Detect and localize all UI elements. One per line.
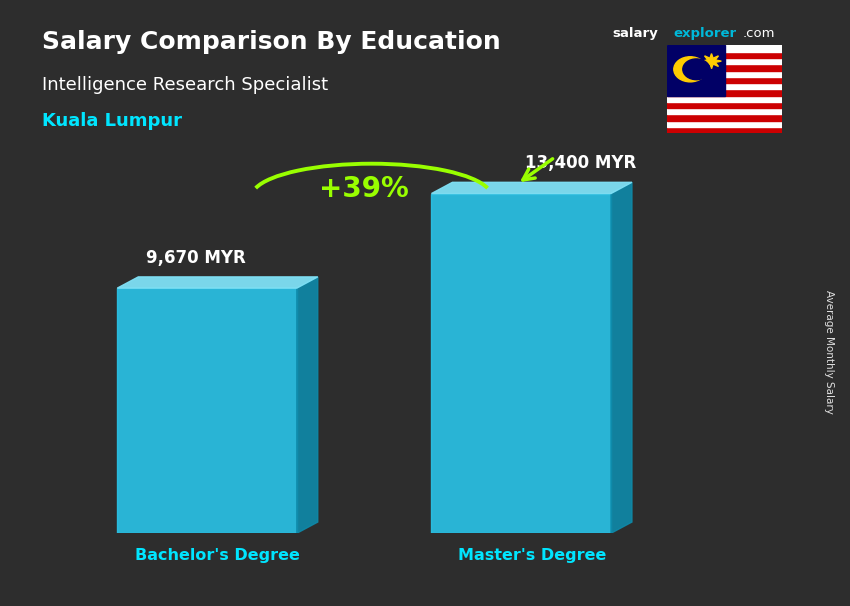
Polygon shape <box>667 45 724 96</box>
Polygon shape <box>667 102 782 108</box>
Polygon shape <box>611 182 632 533</box>
Polygon shape <box>117 288 297 533</box>
Polygon shape <box>667 89 782 96</box>
Polygon shape <box>667 70 782 77</box>
Text: +39%: +39% <box>320 175 409 203</box>
Circle shape <box>674 57 706 82</box>
Text: explorer: explorer <box>673 27 736 40</box>
Polygon shape <box>701 53 722 68</box>
Text: Bachelor's Degree: Bachelor's Degree <box>135 548 300 563</box>
Polygon shape <box>432 182 632 193</box>
Text: 9,670 MYR: 9,670 MYR <box>146 248 246 267</box>
Polygon shape <box>432 193 611 533</box>
Polygon shape <box>667 45 782 52</box>
Text: .com: .com <box>743 27 775 40</box>
Text: salary: salary <box>612 27 658 40</box>
Polygon shape <box>667 77 782 83</box>
Polygon shape <box>667 115 782 121</box>
Polygon shape <box>667 52 782 58</box>
Text: Average Monthly Salary: Average Monthly Salary <box>824 290 834 413</box>
Polygon shape <box>667 108 782 115</box>
Polygon shape <box>667 64 782 70</box>
Text: Intelligence Research Specialist: Intelligence Research Specialist <box>42 76 329 94</box>
Polygon shape <box>667 58 782 64</box>
Polygon shape <box>297 277 318 533</box>
Text: Kuala Lumpur: Kuala Lumpur <box>42 112 183 130</box>
Polygon shape <box>667 121 782 127</box>
Polygon shape <box>667 127 782 133</box>
Text: 13,400 MYR: 13,400 MYR <box>525 154 637 172</box>
Polygon shape <box>667 83 782 89</box>
Polygon shape <box>117 277 318 288</box>
Circle shape <box>683 59 710 79</box>
Text: Master's Degree: Master's Degree <box>457 548 606 563</box>
Polygon shape <box>667 96 782 102</box>
Text: Salary Comparison By Education: Salary Comparison By Education <box>42 30 501 55</box>
